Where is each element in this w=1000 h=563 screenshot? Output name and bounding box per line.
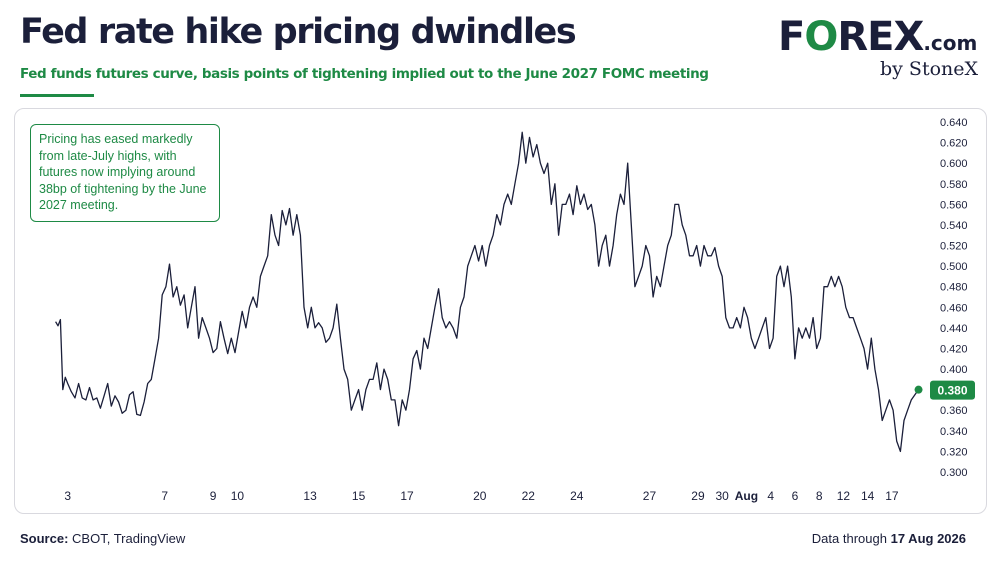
chart-annotation: Pricing has eased markedly from late-Jul…: [30, 124, 220, 222]
logo-letter-o: O: [804, 14, 838, 60]
logo-wordmark: FOREX.com: [778, 14, 977, 60]
logo-letters-rex: REX: [837, 14, 924, 60]
x-tick-label: 9: [210, 489, 217, 503]
y-tick-label: 0.600: [940, 158, 968, 170]
y-tick-label: 0.620: [940, 138, 968, 150]
footer-source: Source: CBOT, TradingView: [20, 531, 185, 546]
x-tick-label: 14: [861, 489, 875, 503]
y-tick-label: 0.580: [940, 179, 968, 191]
x-tick-label: 17: [885, 489, 899, 503]
x-tick-label: 7: [161, 489, 168, 503]
x-tick-label: 22: [522, 489, 536, 503]
series-line: [55, 131, 920, 453]
footer-data-date: 17 Aug 2026: [890, 531, 966, 546]
x-tick-label: 13: [303, 489, 317, 503]
x-tick-label: 10: [231, 489, 245, 503]
y-tick-label: 0.540: [940, 220, 968, 232]
x-tick-label: 6: [792, 489, 799, 503]
y-tick-label: 0.480: [940, 282, 968, 294]
y-tick-label: 0.340: [940, 426, 968, 438]
last-value-label: 0.380: [937, 384, 967, 398]
x-tick-label-month: Aug: [735, 489, 758, 503]
x-tick-label: 20: [473, 489, 487, 503]
y-tick-label: 0.520: [940, 241, 968, 253]
logo-letter-f: F: [778, 14, 805, 60]
last-value-marker: [914, 385, 923, 394]
y-tick-label: 0.440: [940, 323, 968, 335]
logo-dotcom: .com: [923, 31, 978, 55]
chart-subtitle: Fed funds futures curve, basis points of…: [20, 66, 709, 82]
title-accent-bar: [20, 94, 94, 97]
x-tick-label: 17: [400, 489, 414, 503]
x-tick-label: 24: [570, 489, 584, 503]
x-tick-label: 4: [767, 489, 774, 503]
y-tick-label: 0.460: [940, 302, 968, 314]
y-tick-label: 0.300: [940, 467, 968, 479]
footer-source-text: CBOT, TradingView: [72, 531, 186, 546]
footer-source-label: Source:: [20, 531, 69, 546]
y-tick-label: 0.420: [940, 343, 968, 355]
logo-byline: by StoneX: [880, 58, 979, 80]
y-tick-label: 0.640: [940, 117, 968, 129]
x-tick-label: 8: [816, 489, 823, 503]
x-tick-label: 30: [716, 489, 730, 503]
y-tick-label: 0.560: [940, 199, 968, 211]
x-tick-label: 15: [352, 489, 366, 503]
y-tick-label: 0.400: [940, 364, 968, 376]
y-tick-label: 0.360: [940, 405, 968, 417]
last-value-badge: [930, 380, 975, 400]
x-tick-label: 27: [643, 489, 657, 503]
forex-logo: FOREX.com by StoneX: [778, 14, 983, 84]
footer-data-label: Data through: [811, 531, 887, 546]
chart-title: Fed rate hike pricing dwindles: [20, 12, 577, 52]
x-tick-label: 12: [837, 489, 851, 503]
x-tick-label: 29: [691, 489, 705, 503]
x-tick-label: 3: [64, 489, 71, 503]
footer-data-through: Data through 17 Aug 2026: [812, 531, 966, 546]
y-tick-label: 0.320: [940, 446, 968, 458]
y-tick-label: 0.500: [940, 261, 968, 273]
